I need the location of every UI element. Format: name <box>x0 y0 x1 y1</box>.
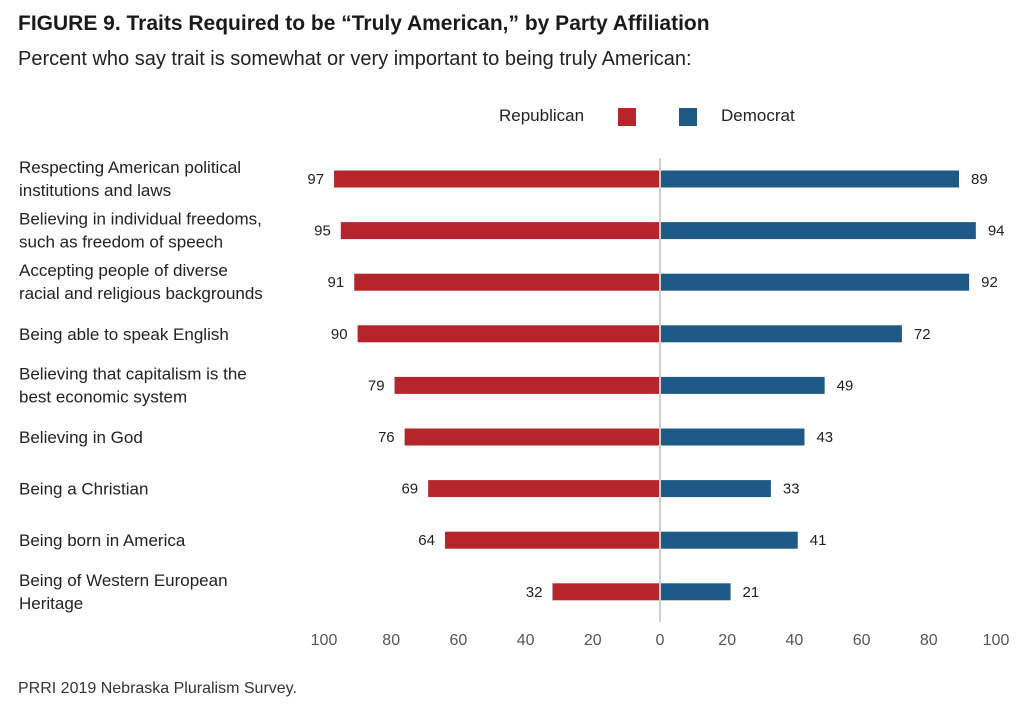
tick-label: 20 <box>718 632 736 649</box>
bar-republican <box>428 480 660 498</box>
bar-republican <box>404 428 660 446</box>
category-label: racial and religious backgrounds <box>19 284 263 303</box>
value-label-democrat: 94 <box>988 223 1005 240</box>
legend-label-democrat: Democrat <box>721 106 795 125</box>
category-label: institutions and laws <box>19 181 171 200</box>
bar-republican <box>357 325 660 343</box>
value-label-democrat: 72 <box>914 326 931 343</box>
legend-label-republican: Republican <box>499 106 585 125</box>
value-label-democrat: 43 <box>816 429 833 446</box>
bar-republican <box>334 170 660 188</box>
category-label: Believing that capitalism is the <box>19 364 247 383</box>
value-label-democrat: 89 <box>971 171 988 188</box>
bar-democrat <box>660 531 798 549</box>
bar-republican <box>340 222 660 240</box>
tick-label: 80 <box>382 632 400 649</box>
tick-label: 60 <box>853 632 871 649</box>
chart-title: FIGURE 9. Traits Required to be “Truly A… <box>18 12 710 35</box>
tick-label: 100 <box>983 632 1010 649</box>
bar-democrat <box>660 428 805 446</box>
value-label-democrat: 92 <box>981 274 998 291</box>
bar-democrat <box>660 583 731 601</box>
value-label-republican: 32 <box>526 584 543 601</box>
tick-label: 40 <box>517 632 535 649</box>
legend-swatch-democrat <box>679 108 697 126</box>
source-note: PRRI 2019 Nebraska Pluralism Survey. <box>18 680 297 697</box>
category-label: Accepting people of diverse <box>19 261 228 280</box>
value-label-republican: 95 <box>314 223 331 240</box>
value-label-republican: 90 <box>331 326 348 343</box>
value-label-democrat: 49 <box>837 377 854 394</box>
bar-democrat <box>660 170 960 188</box>
tick-label: 100 <box>311 632 338 649</box>
chart-subtitle: Percent who say trait is somewhat or ver… <box>18 48 692 70</box>
category-label: Believing in God <box>19 428 143 447</box>
bar-republican <box>444 531 660 549</box>
legend-swatch-republican <box>618 108 636 126</box>
value-label-republican: 91 <box>328 274 345 291</box>
legend: Republican Democrat <box>0 104 1031 130</box>
tick-label: 80 <box>920 632 938 649</box>
value-label-republican: 79 <box>368 377 385 394</box>
category-label: such as freedom of speech <box>19 233 223 252</box>
value-label-republican: 76 <box>378 429 395 446</box>
category-label: Being of Western European <box>19 571 228 590</box>
value-label-republican: 69 <box>401 481 418 498</box>
bar-democrat <box>660 273 970 291</box>
category-label: Being a Christian <box>19 480 148 499</box>
tick-label: 0 <box>656 632 665 649</box>
tick-label: 60 <box>450 632 468 649</box>
category-label: Believing in individual freedoms, <box>19 210 262 229</box>
value-label-democrat: 41 <box>810 532 827 549</box>
tick-label: 40 <box>786 632 804 649</box>
bar-republican <box>552 583 660 601</box>
category-label: Being born in America <box>19 531 186 550</box>
category-label: Being able to speak English <box>19 325 229 344</box>
bar-democrat <box>660 480 771 498</box>
bar-republican <box>354 273 660 291</box>
bar-democrat <box>660 222 976 240</box>
value-label-republican: 97 <box>307 171 324 188</box>
value-label-republican: 64 <box>418 532 435 549</box>
bar-republican <box>394 376 660 394</box>
value-label-democrat: 33 <box>783 481 800 498</box>
category-label: Heritage <box>19 594 83 613</box>
bar-democrat <box>660 325 902 343</box>
value-label-democrat: 21 <box>743 584 760 601</box>
category-label: Respecting American political <box>19 158 241 177</box>
category-label: best economic system <box>19 387 187 406</box>
tick-label: 20 <box>584 632 602 649</box>
bar-democrat <box>660 376 825 394</box>
